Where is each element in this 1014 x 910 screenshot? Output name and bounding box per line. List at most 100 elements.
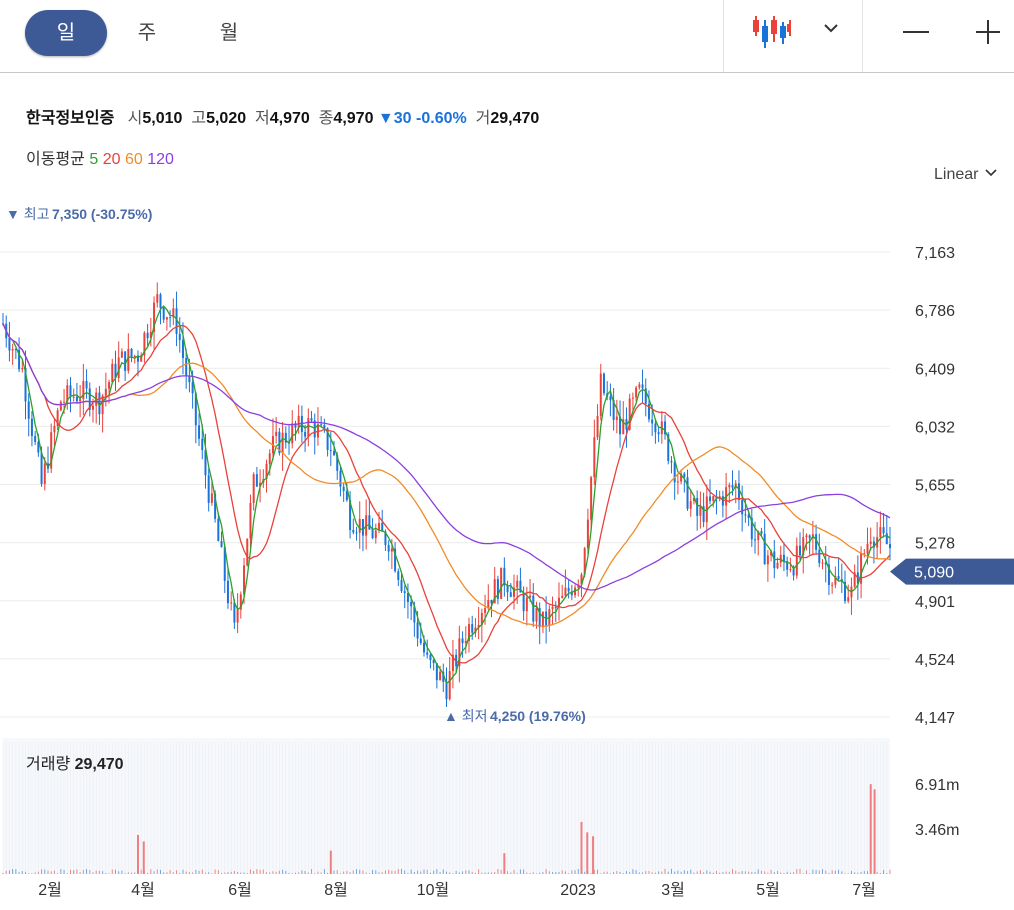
candle-body [541,611,544,628]
candle-body [625,419,628,430]
candle-body [345,491,348,501]
ma120-label: 120 [147,151,174,168]
candle-body [365,515,368,536]
time-tick-label: 2월 [38,881,62,899]
candle-body [255,474,258,487]
candle-body [500,567,503,599]
scale-selector[interactable]: Linear [934,166,999,184]
candle-body [734,483,737,488]
volume-panel-bg [3,738,890,874]
tab-daily[interactable]: 일 [25,10,107,56]
volume-tick-label: 6.91m [915,777,959,794]
candle-body [361,519,364,536]
candle-body [808,535,811,539]
candle-body [631,397,634,399]
candle-body [268,453,271,464]
volume-tick-label: 3.46m [915,822,959,839]
candle-body [75,396,78,402]
candle-body [21,367,24,370]
tab-monthly[interactable]: 월 [219,22,239,44]
candle-body [85,381,88,389]
candle-body [378,522,381,531]
candle-body [104,388,107,396]
candle-body [641,384,644,389]
low-value: 4,970 [269,110,310,127]
candle-body [464,640,467,644]
candle-body [159,294,162,309]
candle-body [606,393,609,397]
candle-body [416,622,419,639]
candle-body [532,595,535,622]
candle-body [313,420,316,438]
candle-body [342,486,345,492]
candle-body [863,553,866,555]
candle-body [840,578,843,582]
candle-body [654,423,657,433]
candle-body [352,529,355,533]
volume-panel-legend: 거래량 29,470 [26,750,124,774]
candle-body [226,580,229,604]
quote-summary: 한국정보인증 시5,010 고5,020 저4,970 종4,970 ▼30 -… [26,104,539,128]
close-label: 종 [318,110,334,127]
candle-body [718,496,721,499]
candle-body [275,431,278,436]
candle-body [651,419,654,424]
candle-body [548,609,551,626]
candle-body [101,395,104,415]
candle-body [561,595,564,598]
candle-body [194,393,197,426]
candle-body [294,423,297,428]
candle-body [847,597,850,602]
candle-body [445,681,448,700]
candle-body [683,473,686,478]
candle-body [37,441,40,453]
price-tick-label: 6,032 [915,419,955,436]
candle-body [728,485,731,488]
candle-body [754,539,757,541]
candle-body [821,562,824,564]
candle-body [770,551,773,556]
candle-body [349,500,352,530]
candle-body [204,450,207,476]
candle-body [731,485,734,488]
tab-weekly[interactable]: 주 [137,22,157,44]
candle-body [480,613,483,625]
candle-body [522,592,525,612]
candle-body [824,562,827,565]
chevron-down-icon[interactable] [822,20,840,36]
time-tick-label: 3월 [661,881,685,899]
candle-body [882,527,885,534]
candle-body [827,564,830,586]
candle-body [210,493,213,503]
candle-body [741,500,744,515]
candle-body [239,594,242,610]
candle-body [509,592,512,597]
candle-body [696,498,699,516]
candle-body [750,517,753,540]
candle-body [136,355,139,362]
candle-body [747,514,750,518]
candle-body [702,506,705,523]
candle-body [763,533,766,565]
candle-body [133,355,136,357]
plus-icon[interactable] [974,18,1002,46]
candle-body [757,531,760,541]
minus-icon[interactable] [901,22,931,42]
candle-body [471,624,474,633]
candle-body [410,602,413,607]
candle-body [837,576,840,579]
candle-body [705,496,708,523]
toolbar-divider [862,0,863,72]
candle-body [506,585,509,593]
candle-body [24,367,27,402]
candle-body [448,671,451,700]
candle-body [667,434,670,462]
volume-bar [329,850,332,874]
candle-body [246,538,249,566]
candle-body [262,479,265,483]
candle-body [288,442,291,444]
candlestick-icon[interactable] [752,14,792,50]
candle-body [326,428,329,450]
candle-body [43,463,46,484]
candle-body [333,450,336,456]
